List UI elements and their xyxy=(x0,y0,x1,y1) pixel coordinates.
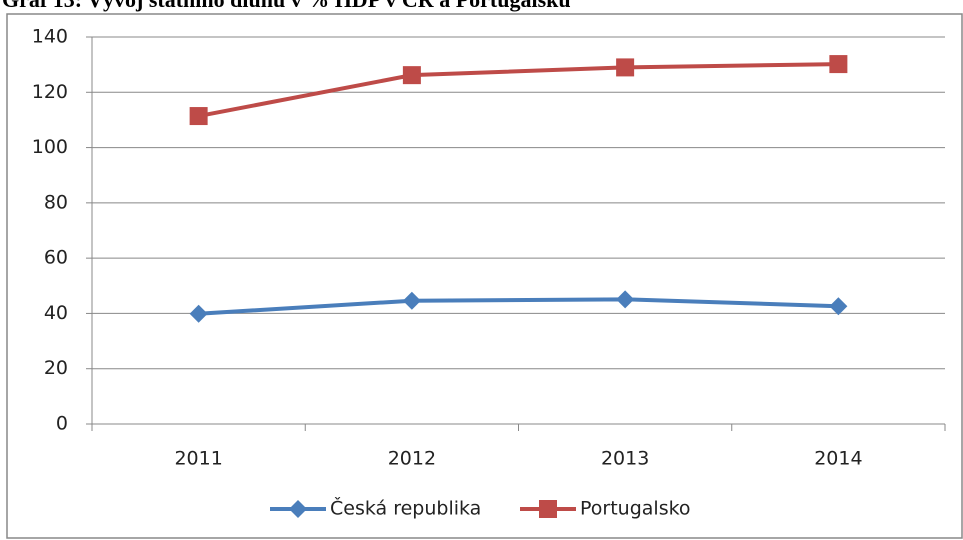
legend-label: Portugalsko xyxy=(580,498,691,520)
y-tick-label: 40 xyxy=(44,302,68,324)
data-point xyxy=(402,66,421,85)
y-tick-label: 120 xyxy=(32,81,68,103)
x-tick-label: 2012 xyxy=(388,448,436,470)
data-point xyxy=(402,291,421,310)
y-tick-label: 80 xyxy=(44,191,68,213)
data-point xyxy=(189,107,208,126)
y-tick-label: 0 xyxy=(56,413,68,435)
legend-marker xyxy=(289,500,307,518)
legend-marker xyxy=(539,500,557,518)
y-tick-label: 60 xyxy=(44,247,68,269)
data-point xyxy=(829,55,848,74)
y-tick-label: 20 xyxy=(44,357,68,379)
title-band xyxy=(0,0,963,12)
x-tick-label: 2014 xyxy=(814,448,862,470)
chart-title: Graf 13: Vývoj státního dluhu v % HDP v … xyxy=(2,0,571,12)
data-point xyxy=(616,58,635,77)
x-tick-label: 2013 xyxy=(601,448,649,470)
data-point xyxy=(616,290,635,309)
series-line xyxy=(198,297,839,316)
data-point xyxy=(189,304,208,323)
chart-frame xyxy=(6,13,963,539)
x-tick-label: 2011 xyxy=(174,448,222,470)
data-point xyxy=(829,297,848,316)
legend-label: Česká republika xyxy=(330,496,481,520)
series-line xyxy=(198,62,839,119)
y-tick-label: 100 xyxy=(32,136,68,158)
y-tick-label: 140 xyxy=(32,26,68,48)
